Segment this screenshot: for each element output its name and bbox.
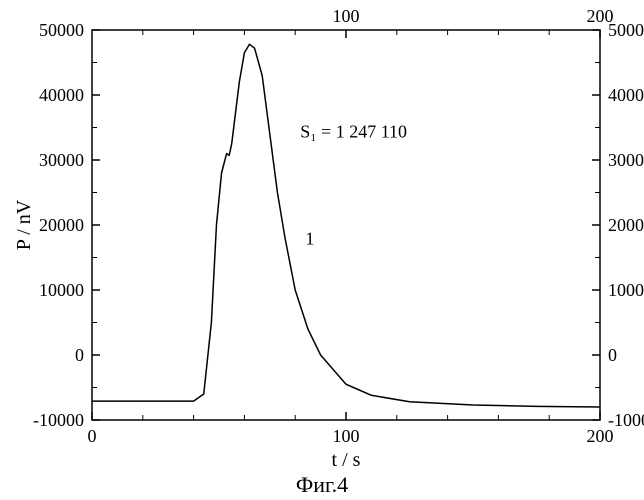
- y-tick-label: 20000: [39, 215, 84, 235]
- y-right-tick-label: 10000: [608, 280, 644, 300]
- y-right-tick-label: 0: [608, 345, 617, 365]
- annotation-text: S₁ = 1 247 110: [300, 121, 407, 141]
- figure-caption: Фиг.4: [0, 472, 644, 498]
- y-tick-label: 40000: [39, 85, 84, 105]
- plot-frame: [92, 30, 600, 420]
- y-tick-label: 10000: [39, 280, 84, 300]
- y-axis-label: P / nV: [13, 199, 35, 250]
- y-tick-label: 30000: [39, 150, 84, 170]
- x-tick-label: 0: [88, 426, 97, 446]
- data-series: [92, 44, 600, 407]
- y-tick-label: 0: [75, 345, 84, 365]
- line-chart: 0100200100200-10000010000200003000040000…: [0, 0, 644, 500]
- figure-container: 0100200100200-10000010000200003000040000…: [0, 0, 644, 500]
- y-right-tick-label: 40000: [608, 85, 644, 105]
- y-right-tick-label: 20000: [608, 215, 644, 235]
- x-axis-label: t / s: [332, 449, 361, 471]
- y-tick-label: 50000: [39, 20, 84, 40]
- x-tick-label: 100: [333, 426, 360, 446]
- y-right-tick-label: 30000: [608, 150, 644, 170]
- y-right-tick-label: -10000: [608, 410, 644, 430]
- series-label: 1: [305, 229, 314, 249]
- y-right-tick-label: 50000: [608, 20, 644, 40]
- y-tick-label: -10000: [33, 410, 84, 430]
- x-top-tick-label: 100: [333, 6, 360, 26]
